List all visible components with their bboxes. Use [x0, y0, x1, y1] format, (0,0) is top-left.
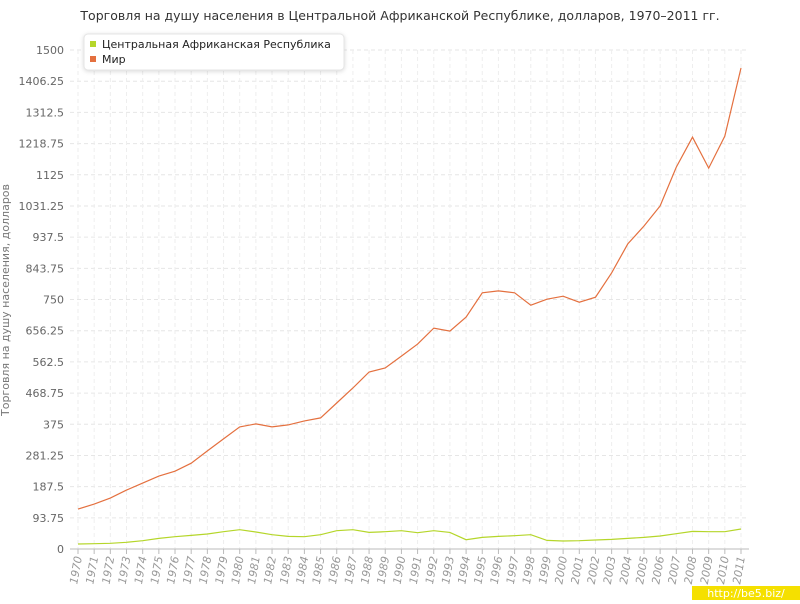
y-tick-label: 468.75	[26, 387, 65, 400]
y-tick-label: 1125	[36, 169, 64, 182]
data-line	[77, 528, 742, 545]
x-tick-label: 1989	[375, 555, 393, 585]
x-tick-label: 1996	[488, 555, 506, 585]
x-tick-label: 2005	[633, 555, 651, 585]
x-tick-label: 1971	[83, 555, 101, 585]
x-tick-label: 1970	[67, 555, 85, 585]
x-tick-label: 1979	[213, 555, 231, 585]
y-tick-label: 1218.75	[19, 138, 65, 151]
x-tick-label: 1983	[278, 555, 296, 585]
x-tick-label: 2006	[649, 555, 667, 585]
legend-box	[83, 33, 345, 71]
x-tick-label: 1972	[100, 555, 118, 585]
x-tick-label: 1984	[294, 555, 312, 585]
x-tick-label: 2001	[569, 555, 587, 585]
x-tick-label: 1978	[197, 555, 215, 585]
x-tick-label: 2004	[617, 555, 635, 585]
y-tick-label: 1031.25	[19, 200, 65, 213]
x-tick-label: 2007	[666, 555, 684, 585]
x-tick-label: 2002	[585, 555, 603, 585]
y-tick-label: 0	[57, 543, 64, 556]
x-tick-label: 1991	[407, 555, 425, 585]
x-tick-label: 2000	[552, 555, 570, 585]
watermark: http://be5.biz/	[707, 587, 785, 600]
x-tick-label: 1976	[164, 555, 182, 585]
x-tick-label: 2010	[714, 555, 732, 585]
y-tick-label: 1406.25	[19, 75, 65, 88]
y-tick-label: 562.5	[33, 356, 65, 369]
y-tick-label: 656.25	[26, 325, 65, 338]
x-tick-label: 1981	[245, 555, 263, 585]
x-tick-label: 1973	[116, 555, 134, 585]
x-tick-label: 2003	[601, 555, 619, 585]
x-tick-label: 1993	[439, 555, 457, 585]
x-tick-label: 1982	[261, 555, 279, 585]
x-tick-label: 1994	[455, 555, 473, 585]
x-tick-label: 1992	[423, 555, 441, 585]
x-tick-label: 1987	[342, 555, 360, 585]
x-tick-label: 1974	[132, 555, 150, 585]
y-tick-label: 1500	[36, 44, 64, 57]
legend-label: Мир	[102, 53, 126, 66]
x-tick-label: 1995	[472, 555, 490, 585]
x-tick-label: 1988	[358, 555, 376, 585]
y-tick-label: 750	[43, 294, 64, 307]
x-tick-label: 1986	[326, 555, 344, 585]
chart-title: Торговля на душу населения в Центральной…	[79, 8, 719, 23]
x-tick-label: 1980	[229, 555, 247, 585]
x-tick-label: 1997	[504, 555, 522, 585]
x-tick-label: 2009	[698, 555, 716, 585]
y-tick-label: 937.5	[33, 231, 65, 244]
legend-swatch	[90, 56, 96, 62]
y-tick-label: 281.25	[26, 449, 65, 462]
y-tick-label: 1312.5	[26, 106, 65, 119]
x-tick-label: 1998	[520, 555, 538, 585]
x-tick-label: 2011	[730, 555, 748, 585]
x-tick-label: 1977	[180, 555, 198, 585]
x-tick-label: 1999	[536, 555, 554, 585]
legend-swatch	[90, 41, 96, 47]
x-tick-label: 1975	[148, 555, 166, 585]
watermark-bg	[692, 586, 800, 600]
x-tick-label: 1990	[391, 555, 409, 585]
y-tick-label: 187.5	[33, 481, 65, 494]
y-tick-label: 843.75	[26, 262, 65, 275]
x-tick-label: 1985	[310, 555, 328, 585]
y-axis-label: Торговля на душу населения, долларов	[0, 184, 12, 417]
legend-label: Центральная Африканская Республика	[102, 38, 331, 51]
x-tick-label: 2008	[682, 555, 700, 585]
data-line	[77, 67, 742, 510]
y-tick-label: 93.75	[33, 512, 65, 525]
y-tick-label: 375	[43, 418, 64, 431]
